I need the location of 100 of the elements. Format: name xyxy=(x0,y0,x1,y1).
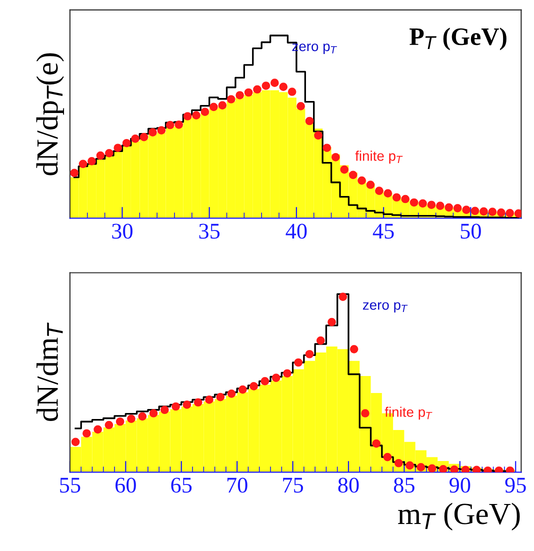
point xyxy=(488,208,497,216)
point xyxy=(250,382,258,390)
x-tick-label: 60 xyxy=(116,478,136,493)
x-tick-label: 95 xyxy=(505,478,526,493)
point xyxy=(272,374,280,382)
x-tick-label: 45 xyxy=(372,224,394,239)
point xyxy=(331,153,340,162)
point xyxy=(94,425,102,434)
point xyxy=(375,186,384,195)
point xyxy=(244,88,253,97)
x-axis-title: P$_{T}$ (GeV) xyxy=(410,28,506,50)
x-tick-label: 75 xyxy=(283,478,304,493)
point xyxy=(316,336,325,345)
point xyxy=(314,131,322,140)
series-label: zero p$_{T}$ xyxy=(362,302,408,313)
point xyxy=(226,95,236,104)
x-tick-label: 70 xyxy=(227,478,248,493)
point xyxy=(406,461,414,470)
point xyxy=(514,209,522,218)
point xyxy=(322,144,332,152)
point xyxy=(148,128,157,136)
x-axis-title: m$_{T}$ (GeV) xyxy=(398,502,520,530)
point xyxy=(131,134,140,143)
point xyxy=(88,157,96,166)
point xyxy=(194,398,202,407)
point xyxy=(160,406,169,414)
y-axis-title: dN/dp$_{T}$(e) xyxy=(36,53,64,176)
point xyxy=(288,88,296,96)
point xyxy=(294,358,303,367)
point xyxy=(494,466,504,472)
point xyxy=(96,151,105,160)
point xyxy=(401,194,410,204)
point xyxy=(140,132,148,142)
point xyxy=(210,102,218,112)
point xyxy=(192,111,200,120)
point xyxy=(444,203,454,212)
point xyxy=(182,400,192,409)
point xyxy=(262,82,270,90)
point xyxy=(270,78,279,87)
point xyxy=(238,385,247,394)
point xyxy=(410,198,418,207)
point xyxy=(200,108,210,116)
point xyxy=(296,102,305,110)
x-tick-label: 50 xyxy=(460,224,481,239)
x-tick-label: 55 xyxy=(60,478,80,493)
point xyxy=(506,208,514,218)
point xyxy=(480,207,488,216)
x-tick-label: 40 xyxy=(286,224,307,239)
point xyxy=(71,438,80,446)
point xyxy=(104,148,114,158)
point xyxy=(361,409,370,418)
point xyxy=(279,82,288,91)
point xyxy=(305,116,314,126)
x-tick-label: 30 xyxy=(112,224,132,239)
point xyxy=(253,85,262,94)
series-label: finite p$_{T}$ xyxy=(355,150,403,164)
x-tick-label: 85 xyxy=(394,478,414,493)
point xyxy=(305,350,314,358)
point xyxy=(122,138,131,148)
point xyxy=(283,369,292,378)
series-label: finite p$_{T}$ xyxy=(384,406,432,420)
point xyxy=(470,206,480,216)
point xyxy=(218,101,227,110)
point xyxy=(227,390,236,398)
point xyxy=(127,414,136,423)
point xyxy=(236,91,244,100)
point xyxy=(78,160,88,168)
point xyxy=(174,120,184,129)
point xyxy=(183,112,192,120)
point xyxy=(418,199,427,208)
point xyxy=(340,165,349,174)
point xyxy=(260,377,270,386)
point xyxy=(436,202,444,210)
point xyxy=(348,170,358,180)
point xyxy=(416,463,426,472)
point xyxy=(506,466,514,472)
point xyxy=(484,466,492,472)
point xyxy=(496,208,506,217)
point xyxy=(216,392,225,402)
point xyxy=(366,180,375,189)
point xyxy=(462,206,470,214)
point xyxy=(82,429,91,438)
point xyxy=(205,396,214,404)
point xyxy=(138,412,147,421)
point xyxy=(350,344,358,354)
point xyxy=(70,168,78,178)
point xyxy=(104,420,114,430)
x-tick-label: 80 xyxy=(338,478,359,493)
x-tick-label: 65 xyxy=(171,478,192,493)
point xyxy=(149,409,158,418)
point xyxy=(392,193,401,202)
point xyxy=(383,452,392,462)
point xyxy=(427,200,436,210)
point xyxy=(358,176,366,185)
point xyxy=(384,189,392,198)
point xyxy=(172,402,180,411)
point xyxy=(338,292,348,301)
point xyxy=(439,465,448,472)
point xyxy=(328,318,336,326)
point xyxy=(116,417,124,426)
